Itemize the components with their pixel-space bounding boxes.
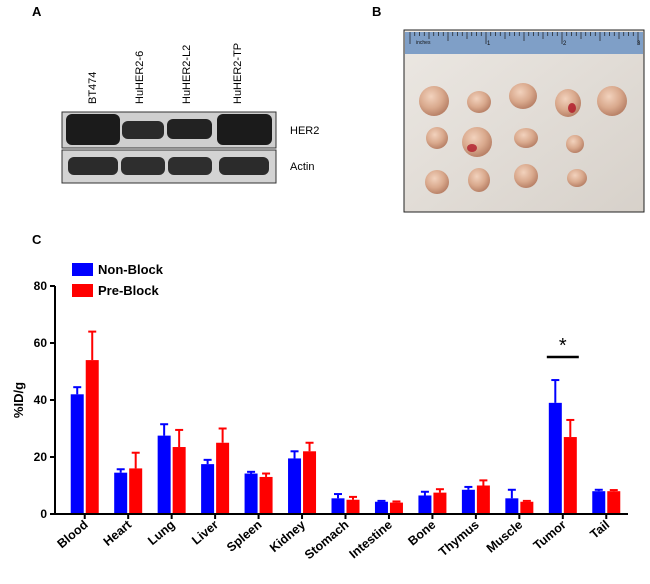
blot-lane-label: HuHER2-6 <box>134 51 146 104</box>
blot-row-label-her2: HER2 <box>290 125 319 137</box>
bar-non-block-blood <box>70 394 84 514</box>
blot-lane-label: BT474 <box>87 72 99 104</box>
bar-pre-block-intestine <box>389 502 403 514</box>
ruler-mark-1: 1 <box>487 41 491 47</box>
x-tick-label: Spleen <box>224 518 264 555</box>
y-axis-label: %ID/g <box>11 382 26 418</box>
x-tick-label: Thymus <box>436 518 482 560</box>
tumor-photo: inches 1 2 3 <box>403 29 645 213</box>
panel-label-c: C <box>32 232 42 247</box>
y-tick-label: 40 <box>34 393 48 407</box>
biodistribution-chart: %ID/g Non-Block Pre-Block 0 20 40 60 80 Bloo… <box>11 262 628 562</box>
blot-row-label-actin: Actin <box>290 161 314 173</box>
bar-pre-block-bone <box>433 492 447 514</box>
x-tick-label: Tail <box>587 518 612 542</box>
actin-band-huher2-tp <box>219 157 269 175</box>
western-blot: BT474 HuHER2-6 HuHER2-L2 HuHER2-TP HER2 Act… <box>61 43 319 184</box>
bar-pre-block-kidney <box>303 451 317 514</box>
y-tick-label: 20 <box>34 450 48 464</box>
x-tick-label: Stomach <box>302 518 351 563</box>
bar-non-block-kidney <box>288 458 302 514</box>
y-tick-label: 60 <box>34 336 48 350</box>
panel-label-a: A <box>32 4 42 19</box>
bar-non-block-thymus <box>461 489 475 514</box>
x-tick-label: Intestine <box>347 518 395 562</box>
bar-pre-block-spleen <box>259 476 273 514</box>
legend-label-non-block: Non-Block <box>98 262 164 277</box>
tumor <box>566 135 584 153</box>
tumor <box>514 128 538 148</box>
bar-non-block-bone <box>418 495 432 514</box>
tumor <box>597 86 627 116</box>
her2-band-huher2-l2 <box>167 119 212 139</box>
bar-pre-block-tail <box>607 491 621 514</box>
x-tick-label: Liver <box>189 517 221 547</box>
her2-band-huher2-6 <box>122 121 164 139</box>
tumor <box>514 164 538 188</box>
tumor <box>467 91 491 113</box>
actin-band-huher2-l2 <box>168 157 212 175</box>
bar-non-block-spleen <box>244 473 258 514</box>
actin-band-huher2-6 <box>121 157 165 175</box>
bar-non-block-liver <box>201 464 215 514</box>
bar-non-block-tumor <box>548 402 562 514</box>
bar-pre-block-liver <box>216 442 230 514</box>
bar-non-block-heart <box>114 472 128 514</box>
legend: Non-Block Pre-Block <box>72 262 164 298</box>
x-tick-label: Blood <box>55 518 91 551</box>
tumor <box>462 127 492 157</box>
bar-pre-block-stomach <box>346 499 360 514</box>
bar-pre-block-muscle <box>520 501 534 514</box>
legend-swatch-pre-block <box>72 284 93 297</box>
blot-lane-label: HuHER2-L2 <box>181 45 193 104</box>
ruler <box>405 32 643 54</box>
her2-band-bt474 <box>66 114 120 145</box>
x-tick-label: Lung <box>145 518 177 548</box>
bar-non-block-tail <box>592 491 606 514</box>
x-tick-label: Bone <box>405 518 438 549</box>
tumor <box>425 170 449 194</box>
y-tick-label: 0 <box>40 507 47 521</box>
legend-label-pre-block: Pre-Block <box>98 283 159 298</box>
ruler-label: inches <box>416 40 431 46</box>
actin-band-bt474 <box>68 157 118 175</box>
tumor <box>567 169 587 187</box>
x-tick-label: Heart <box>101 517 135 549</box>
bar-non-block-lung <box>157 435 171 514</box>
panel-label-b: B <box>372 4 382 19</box>
tumor <box>468 168 490 192</box>
ruler-mark-3: 3 <box>637 41 641 47</box>
bar-pre-block-heart <box>129 468 143 514</box>
x-tick-label: Muscle <box>484 518 525 556</box>
bar-non-block-intestine <box>374 501 388 514</box>
x-tick-label: Kidney <box>267 518 308 556</box>
bar-pre-block-lung <box>172 447 186 514</box>
blot-lane-label: HuHER2-TP <box>232 43 244 104</box>
bar-non-block-muscle <box>505 498 519 514</box>
x-tick-label: Tumor <box>531 517 569 552</box>
tumor <box>419 86 449 116</box>
legend-swatch-non-block <box>72 263 93 276</box>
bar-pre-block-tumor <box>563 437 577 514</box>
ruler-mark-2: 2 <box>563 41 567 47</box>
tumor <box>509 83 537 109</box>
bar-pre-block-thymus <box>476 485 490 514</box>
tumor <box>555 89 581 117</box>
bar-pre-block-blood <box>85 360 99 514</box>
her2-band-huher2-tp <box>217 114 272 145</box>
y-tick-label: 80 <box>34 279 48 293</box>
significance-star: * <box>559 335 567 357</box>
tumor <box>426 127 448 149</box>
bar-non-block-stomach <box>331 498 345 514</box>
